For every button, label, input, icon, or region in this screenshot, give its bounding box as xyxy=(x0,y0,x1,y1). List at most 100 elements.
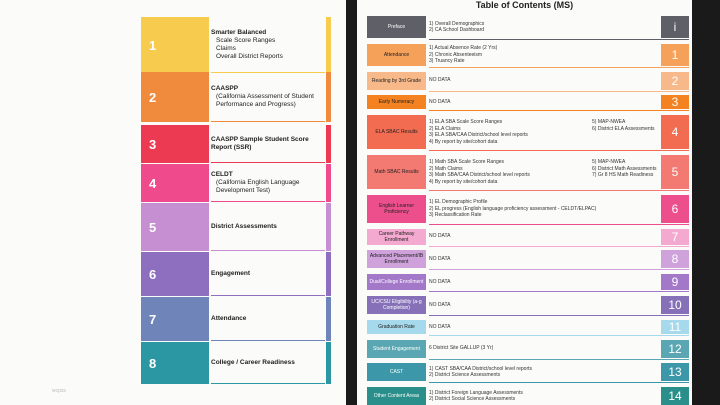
tab-text: College / Career Readiness xyxy=(211,342,323,384)
row-label: Early Numeracy xyxy=(367,95,426,110)
row-entry: NO DATA xyxy=(429,323,451,330)
row-entry: 2) ELA Claims xyxy=(429,125,461,132)
toc-tab-item[interactable]: 5 District Assessments xyxy=(141,203,331,251)
tab-text: Engagement xyxy=(211,252,323,296)
row-columns: 1) Math SBA Scale Score Ranges 2) Math Cl… xyxy=(429,159,674,185)
row-content: NO DATA xyxy=(429,294,674,316)
row-entry: 2) District Science Assessments xyxy=(429,372,501,379)
tab-edge xyxy=(326,164,331,202)
row-page-number: 5 xyxy=(661,155,689,189)
row-page-number: i xyxy=(661,16,689,38)
toc-tab-item[interactable]: 1 Smarter Balanced Scale Score Ranges Claim… xyxy=(141,17,331,73)
row-page-number: 8 xyxy=(661,250,689,269)
toc-tab-item[interactable]: 2 CAASPP (California Assessment of Student… xyxy=(141,72,331,122)
row-entry: 1) Actual Absence Rate (2 Yrs) xyxy=(429,45,498,52)
toc-tab-item[interactable]: 3 CAASPP Sample Student Score Report (SSR… xyxy=(141,125,331,163)
row-divider xyxy=(429,110,689,112)
toc-row[interactable]: UC/CSU Eligibility (a-g Completion) NO DA… xyxy=(367,294,689,316)
tab-subtitle: Overall District Reports xyxy=(216,53,283,61)
row-page-number: 4 xyxy=(661,115,689,150)
row-entry: NO DATA xyxy=(429,256,451,263)
tab-number: 3 xyxy=(141,125,209,163)
row-entry: 2) EL progress (English language profici… xyxy=(429,205,597,212)
toc-row[interactable]: Dual/College Enrollment NO DATA 9 xyxy=(367,272,689,293)
row-divider xyxy=(429,291,689,293)
tab-title: College / Career Readiness xyxy=(211,358,295,366)
row-entry: 1) District Foreign Language Assessments xyxy=(429,389,523,396)
row-page-number: 9 xyxy=(661,274,689,291)
tab-text: CAASPP Sample Student Score Report (SSR) xyxy=(211,125,323,163)
toc-tab-item[interactable]: 4 CELDT (California English Language Devel… xyxy=(141,164,331,202)
tab-underline xyxy=(211,383,325,384)
toc-row[interactable]: Graduation Rate NO DATA 11 xyxy=(367,318,689,336)
tab-underline xyxy=(211,162,325,163)
row-entry: 6) District ELA Assessments xyxy=(592,125,655,132)
tab-underline xyxy=(211,340,325,341)
tab-subtitle: (California Assessment of Student Perfor… xyxy=(216,92,314,109)
row-entry: 2) District Social Science Assessments xyxy=(429,396,516,403)
toc-row[interactable]: Advanced Placement/IB Enrollment NO DATA 8 xyxy=(367,248,689,271)
toc-row[interactable]: Other Content Areas 1) District Foreign L… xyxy=(367,385,689,405)
tab-edge xyxy=(326,342,331,384)
toc-tab-item[interactable]: 6 Engagement xyxy=(141,252,331,296)
row-entry: NO DATA xyxy=(429,278,451,285)
tab-edge xyxy=(326,297,331,341)
row-entry: 3) Reclassification Rate xyxy=(429,212,482,219)
row-label: Student Engagement xyxy=(367,339,426,358)
tab-title: District Assessments xyxy=(211,222,277,230)
toc-row[interactable]: English Learner Proficiency 1) EL Demogra… xyxy=(367,193,689,225)
toc-row[interactable]: Reading by 3rd Grade NO DATA 2 xyxy=(367,70,689,92)
toc-row[interactable]: Career Pathway Enrollment NO DATA 7 xyxy=(367,227,689,247)
toc-row[interactable]: Early Numeracy NO DATA 3 xyxy=(367,93,689,112)
row-content: NO DATA xyxy=(429,272,674,292)
tab-number: 5 xyxy=(141,203,209,251)
row-divider xyxy=(429,66,689,68)
toc-row[interactable]: ELA SBAC Results 1) ELA SBA Scale Score R… xyxy=(367,113,689,152)
row-content: 1) Math SBA Scale Score Ranges 2) Math Cl… xyxy=(429,153,674,191)
row-entry: NO DATA xyxy=(429,77,451,84)
row-label: UC/CSU Eligibility (a-g Completion) xyxy=(367,296,426,314)
row-divider xyxy=(429,223,689,225)
row-entry: NO DATA xyxy=(429,301,451,308)
row-content: NO DATA xyxy=(429,93,674,111)
row-entry: 6 District Site GALLUP (3 Yr) xyxy=(429,345,494,352)
row-entry: 3) Math SBA/CAA District/school level re… xyxy=(429,172,530,178)
page-title: Table of Contents (MS) xyxy=(475,0,574,10)
row-page-number: 3 xyxy=(661,95,689,110)
row-entry: 5) MAP-NWEA xyxy=(592,159,626,165)
row-content: NO DATA xyxy=(429,70,674,92)
row-entry: 1) ELA SBA Scale Score Ranges xyxy=(429,119,503,126)
row-columns: 1) ELA SBA Scale Score Ranges 2) ELA Clai… xyxy=(429,119,674,145)
row-entry: 4) By report by site/cohort data xyxy=(429,138,498,145)
row-label: Other Content Areas xyxy=(367,387,426,405)
row-column: 1) ELA SBA Scale Score Ranges 2) ELA Clai… xyxy=(429,119,592,145)
row-page-number: 14 xyxy=(661,387,689,405)
row-page-number: 13 xyxy=(661,363,689,382)
row-page-number: 11 xyxy=(661,319,689,334)
toc-row[interactable]: CAST 1) CAST SBA/CAA District/school leve… xyxy=(367,361,689,384)
toc-row[interactable]: Preface 1) Overall Demographics 2) CA Scho… xyxy=(367,14,689,40)
toc-tab-item[interactable]: 8 College / Career Readiness xyxy=(141,342,331,384)
tab-edge xyxy=(326,125,331,163)
tab-underline xyxy=(211,250,325,251)
toc-tab-item[interactable]: 7 Attendance xyxy=(141,297,331,341)
row-label: English Learner Proficiency xyxy=(367,194,426,223)
row-label: Advanced Placement/IB Enrollment xyxy=(367,250,426,269)
row-entry: 2) CA School Dashboard xyxy=(429,27,485,33)
toc-row[interactable]: Student Engagement 6 District Site GALLUP… xyxy=(367,338,689,360)
left-page: 1 Smarter Balanced Scale Score Ranges Claim… xyxy=(0,0,346,405)
row-entry: 4) By report by site/cohort data xyxy=(429,178,498,185)
row-divider xyxy=(429,245,689,247)
toc-row[interactable]: Attendance 1) Actual Absence Rate (2 Yrs)… xyxy=(367,42,689,68)
row-page-number: 7 xyxy=(661,228,689,245)
row-label: Preface xyxy=(367,16,426,38)
tab-title: Attendance xyxy=(211,314,247,322)
row-page-number: 10 xyxy=(661,296,689,314)
row-divider xyxy=(429,90,689,92)
row-content: NO DATA xyxy=(429,248,674,270)
toc-row[interactable]: Math SBAC Results 1) Math SBA Scale Score… xyxy=(367,153,689,191)
tab-number: 2 xyxy=(141,72,209,122)
row-label: Attendance xyxy=(367,43,426,66)
row-content: 1) District Foreign Language Assessments… xyxy=(429,385,674,405)
row-page-number: 6 xyxy=(661,194,689,223)
